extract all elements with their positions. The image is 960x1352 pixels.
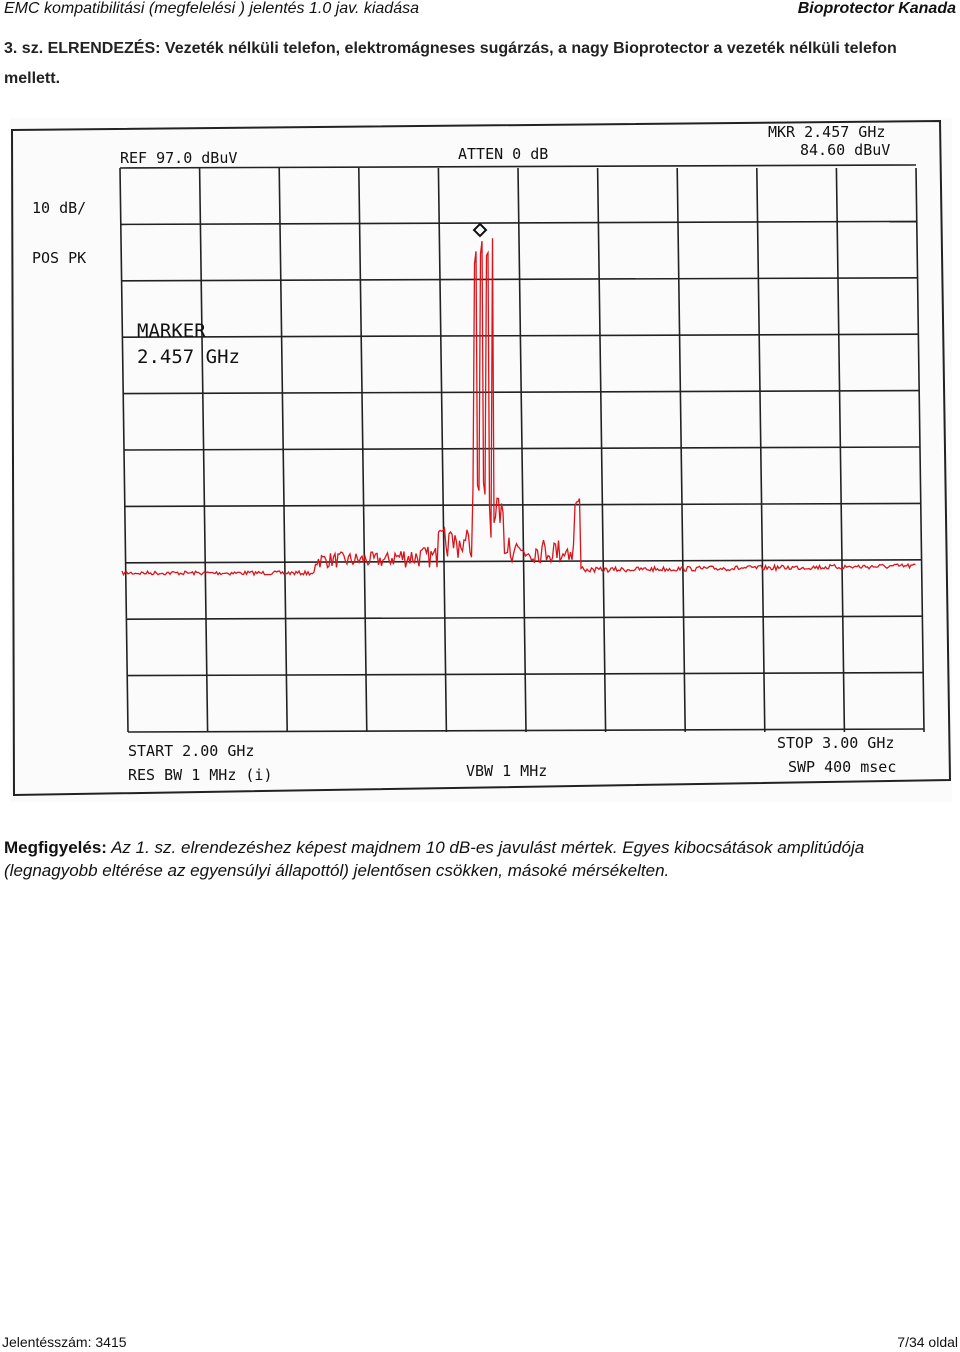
grid-line-horizontal	[126, 615, 923, 621]
report-number: Jelentésszám: 3415	[2, 1334, 127, 1350]
marker-frequency: 2.457 GHz	[137, 346, 240, 368]
spectrum-trace	[121, 238, 916, 577]
grid-line-vertical	[437, 167, 448, 733]
report-title: EMC kompatibilitási (megfelelési ) jelen…	[4, 0, 419, 17]
marker-level-readout: 84.60 dBuV	[800, 141, 890, 159]
grid-line-horizontal	[120, 220, 917, 226]
grid-line-vertical	[517, 167, 527, 733]
observation-paragraph: Megfigyelés: Az 1. sz. elrendezéshez kép…	[4, 836, 956, 882]
observation-label: Megfigyelés:	[4, 838, 107, 857]
company-name: Bioprotector Kanada	[797, 0, 956, 17]
grid-line-horizontal	[121, 277, 918, 282]
grid-line-horizontal	[119, 164, 917, 169]
grid-line-horizontal	[127, 728, 925, 733]
marker-diamond-icon	[472, 222, 488, 238]
start-frequency: START 2.00 GHz	[128, 742, 254, 760]
marker-frequency-readout: MKR 2.457 GHz	[768, 123, 885, 141]
grid-line-vertical	[596, 167, 607, 733]
grid-line-horizontal	[123, 389, 920, 395]
resolution-bandwidth: RES BW 1 MHz (i)	[128, 766, 273, 784]
stop-frequency: STOP 3.00 GHz	[777, 734, 894, 752]
detector-mode: POS PK	[32, 249, 86, 267]
spectrum-analyzer-plot: REF 97.0 dBuV ATTEN 0 dB MKR 2.457 GHz 8…	[10, 118, 952, 802]
setup-title: 3. sz. ELRENDEZÉS: Vezeték nélküli telef…	[4, 40, 897, 87]
sweep-time: SWP 400 msec	[788, 758, 896, 776]
graticule	[119, 164, 925, 733]
grid-line-vertical	[676, 167, 686, 733]
grid-line-horizontal	[127, 671, 924, 677]
grid-line-vertical	[358, 167, 368, 733]
ref-level: REF 97.0 dBuV	[120, 149, 237, 167]
scale-per-division: 10 dB/	[32, 199, 86, 217]
marker-label: MARKER	[137, 320, 206, 342]
grid-line-horizontal	[122, 333, 919, 338]
page-header: EMC kompatibilitási (megfelelési ) jelen…	[0, 0, 960, 18]
page-number: 7/34 oldal	[897, 1334, 958, 1350]
observation-text: Az 1. sz. elrendezéshez képest majdnem 1…	[4, 838, 865, 880]
grid-line-horizontal	[125, 558, 922, 564]
grid-line-vertical	[756, 167, 766, 733]
attenuation: ATTEN 0 dB	[458, 145, 548, 163]
grid-line-vertical	[835, 167, 846, 733]
grid-line-horizontal	[123, 446, 921, 451]
video-bandwidth: VBW 1 MHz	[466, 762, 547, 780]
grid-line-horizontal	[124, 502, 921, 508]
grid-line-vertical	[915, 167, 925, 733]
spectrum-svg: REF 97.0 dBuV ATTEN 0 dB MKR 2.457 GHz 8…	[10, 118, 952, 802]
page-footer: Jelentésszám: 3415 7/34 oldal	[0, 1334, 960, 1352]
plot-frame	[10, 119, 952, 797]
scan-background	[10, 118, 952, 802]
